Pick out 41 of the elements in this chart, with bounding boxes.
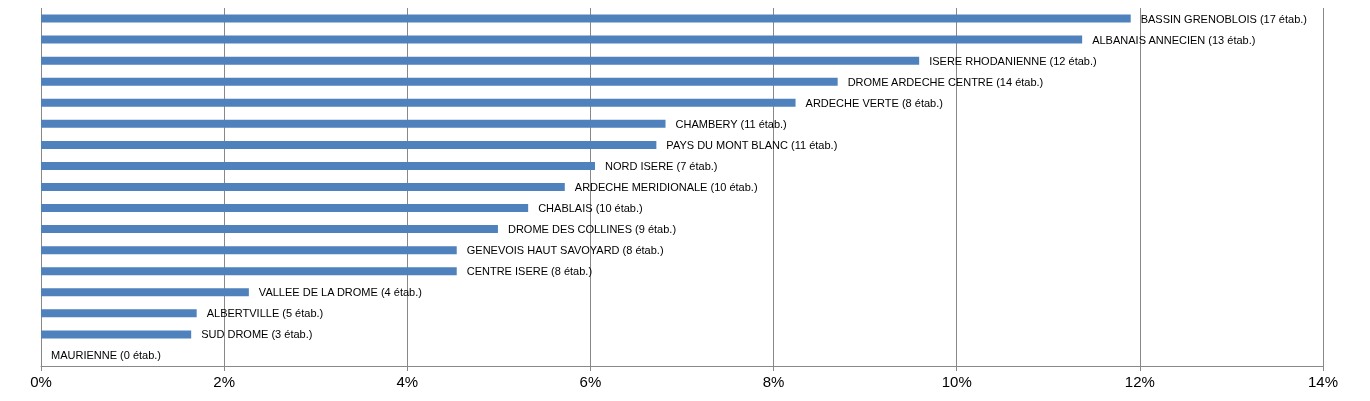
y-tick-label: PAYS DU MONT BLANC (11 étab.) <box>666 138 838 151</box>
bar <box>41 267 457 276</box>
bar <box>41 246 457 255</box>
bar <box>41 204 529 213</box>
x-tick-label: 8% <box>762 373 785 390</box>
bar <box>41 288 249 297</box>
bar <box>41 56 920 65</box>
x-tick-label: 12% <box>1124 373 1155 390</box>
y-tick-label: CHAMBERY (11 étab.) <box>675 117 787 130</box>
bar <box>41 77 838 86</box>
bar <box>41 225 498 234</box>
bar <box>41 119 666 128</box>
y-tick-label: SUD DROME (3 étab.) <box>201 328 313 341</box>
y-tick-label: BASSIN GRENOBLOIS (17 étab.) <box>1140 12 1307 25</box>
y-tick-label: ALBERTVILLE (5 étab.) <box>206 307 324 320</box>
y-tick-label: ISERE RHODANIENNE (12 étab.) <box>929 54 1097 67</box>
x-tick-label: 14% <box>1307 373 1339 390</box>
y-tick-label: CHABLAIS (10 étab.) <box>538 202 643 215</box>
y-tick-label: MAURIENNE (0 étab.) <box>51 349 162 362</box>
bar <box>41 330 192 339</box>
x-tick-label: 2% <box>213 373 235 390</box>
y-tick-label: GENEVOIS HAUT SAVOYARD (8 étab.) <box>466 244 664 257</box>
y-tick-label: ALBANAIS ANNECIEN (13 étab.) <box>1092 33 1256 46</box>
x-tick-label: 10% <box>941 373 972 390</box>
y-tick-label: ARDECHE VERTE (8 étab.) <box>805 96 943 109</box>
y-tick-label: CENTRE ISERE (8 étab.) <box>466 265 593 278</box>
y-tick-label: DROME ARDECHE CENTRE (14 étab.) <box>847 75 1044 88</box>
y-tick-label: VALLEE DE LA DROME (4 étab.) <box>258 286 422 299</box>
y-tick-label: NORD ISERE (7 étab.) <box>605 159 718 172</box>
bar <box>41 14 1131 23</box>
bar <box>41 140 657 149</box>
x-tick-label: 6% <box>579 373 602 390</box>
bar <box>41 161 596 170</box>
bar <box>41 35 1083 44</box>
bar <box>41 183 565 191</box>
x-tick-label: 0% <box>30 373 52 390</box>
bar <box>41 98 796 107</box>
bar <box>41 309 197 318</box>
y-tick-label: DROME DES COLLINES (9 étab.) <box>507 223 677 236</box>
x-tick-label: 4% <box>396 373 419 390</box>
y-tick-label: ARDECHE MERIDIONALE (10 étab.) <box>574 181 758 193</box>
